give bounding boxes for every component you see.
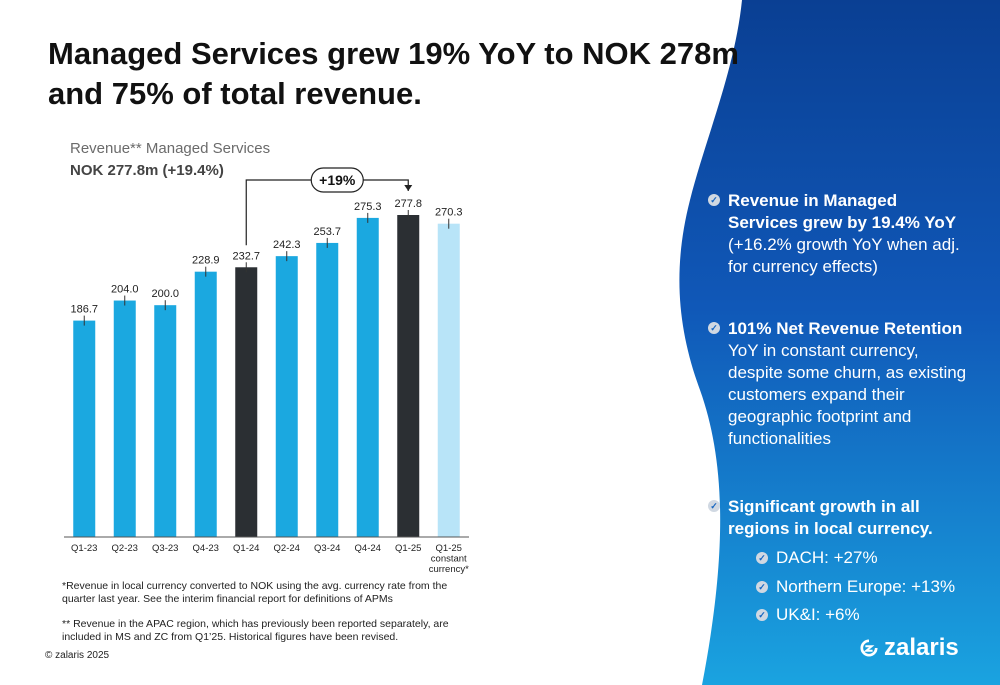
footnote-apac: ** Revenue in the APAC region, which has… (62, 618, 449, 643)
data-label: 277.8 (394, 198, 422, 210)
region-dach: ✓ DACH: +27% (756, 547, 996, 569)
bar-q1-25 (397, 215, 420, 537)
x-tick-label: Q4-24 (355, 543, 381, 554)
bullet-1-bold: Revenue in Managed Services grew by 19.4… (728, 191, 957, 232)
bar-q1-23 (73, 320, 96, 537)
copyright: © zalaris 2025 (45, 650, 110, 661)
x-tick-label: Q2-23 (112, 543, 138, 554)
check-circle-icon: ✓ (756, 581, 768, 593)
region-uki: ✓ UK&I: +6% (756, 604, 996, 626)
region-northern-europe: ✓ Northern Europe: +13% (756, 576, 996, 598)
bullet-1-text: (+16.2% growth YoY when adj. for currenc… (728, 235, 960, 276)
growth-badge (310, 167, 364, 193)
bar-q4-23 (194, 271, 217, 537)
x-tick-label: Q2-24 (274, 543, 300, 554)
bar-q4-24 (356, 217, 379, 537)
check-circle-icon: ✓ (756, 609, 768, 621)
region-northern-europe-label: Northern Europe: +13% (776, 577, 956, 596)
data-label: 232.7 (232, 250, 260, 262)
x-tick-label: Q1-24 (233, 543, 259, 554)
check-circle-icon: ✓ (708, 500, 720, 512)
region-dach-label: DACH: +27% (776, 548, 878, 567)
x-tick-label: Q1-25 constant currency* (429, 543, 469, 575)
chart-subtitle: NOK 277.8m (+19.4%) (70, 162, 224, 179)
bullet-3-bold: Significant growth in all regions in loc… (728, 497, 933, 538)
footnote-currency: *Revenue in local currency converted to … (62, 580, 448, 605)
bullet-regional-growth: ✓ Significant growth in all regions in l… (708, 496, 970, 540)
data-label: 253.7 (313, 226, 341, 238)
data-label: 228.9 (192, 255, 220, 267)
bar-q2-24 (275, 256, 298, 537)
check-circle-icon: ✓ (756, 552, 768, 564)
growth-badge-label: +19% (319, 172, 356, 188)
data-label: 204.0 (111, 284, 139, 296)
bar-q3-23 (154, 305, 177, 537)
zalaris-logo-icon (860, 639, 878, 657)
bar-q1-24 (235, 267, 258, 537)
x-tick-label: Q1-25 (395, 543, 421, 554)
check-circle-icon: ✓ (708, 322, 720, 334)
x-tick-label: Q4-23 (193, 543, 219, 554)
data-label: 242.3 (273, 239, 301, 251)
data-label: 200.0 (151, 288, 179, 300)
arrow-down-icon (404, 185, 413, 191)
data-label: 186.7 (70, 304, 98, 316)
data-label: 275.3 (354, 201, 382, 213)
bar-q3-24 (316, 242, 339, 537)
data-label: 270.3 (435, 207, 463, 219)
x-tick-label: Q3-23 (152, 543, 178, 554)
headline: Managed Services grew 19% YoY to NOK 278… (48, 36, 739, 111)
bullet-revenue-growth: ✓ Revenue in Managed Services grew by 19… (708, 190, 970, 278)
bar-q1-25-constant-currency (437, 223, 460, 537)
bullet-net-revenue-retention: ✓ 101% Net Revenue Retention YoY in cons… (708, 318, 970, 450)
bullet-2-text: YoY in constant currency, despite some c… (728, 341, 967, 448)
region-uki-label: UK&I: +6% (776, 605, 860, 624)
zalaris-logo: zalaris (860, 634, 959, 662)
x-tick-label: Q3-24 (314, 543, 340, 554)
bullet-2-bold: 101% Net Revenue Retention (728, 319, 963, 338)
chart-title: Revenue** Managed Services (70, 140, 271, 157)
logo-text: zalaris (884, 634, 959, 661)
x-tick-label: Q1-23 (71, 543, 97, 554)
check-circle-icon: ✓ (708, 194, 720, 206)
bar-q2-23 (113, 300, 136, 537)
